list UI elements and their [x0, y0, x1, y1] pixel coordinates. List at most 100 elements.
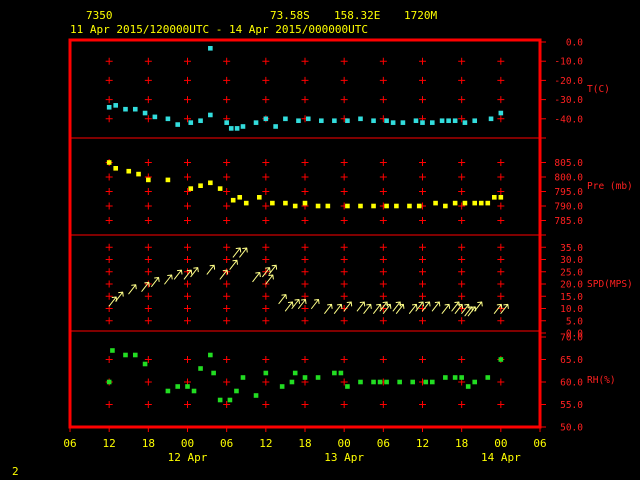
pressure-point — [452, 200, 458, 206]
grid-cross — [262, 317, 270, 325]
wind-arrow — [474, 301, 483, 312]
temperature-point — [142, 110, 148, 116]
rh-point — [452, 375, 458, 380]
rh-point — [234, 388, 239, 394]
wind-arrow — [219, 269, 229, 280]
pressure-point — [478, 200, 484, 206]
wind-arrow — [229, 259, 238, 270]
y-axis-label-rh: RH(%) — [587, 375, 616, 386]
grid-cross — [419, 268, 426, 276]
wind-arrow — [392, 301, 402, 312]
temperature-point — [371, 118, 376, 124]
grid-cross — [340, 401, 348, 408]
y-tick-label-temperature: -40.0 — [554, 114, 583, 125]
grid-cross — [144, 317, 152, 325]
grid-cross — [144, 243, 152, 251]
pressure-point — [292, 203, 298, 209]
pressure-point — [371, 203, 376, 209]
grid-cross — [262, 57, 270, 65]
grid-cross — [223, 243, 231, 251]
wind-arrow — [183, 269, 193, 280]
temperature-point — [400, 120, 406, 125]
grid-cross — [497, 256, 505, 263]
rh-point — [132, 352, 138, 358]
rh-point — [106, 379, 112, 385]
grid-cross — [184, 256, 191, 263]
grid-cross — [301, 268, 309, 276]
grid-cross — [458, 159, 466, 166]
wind-arrow — [151, 276, 160, 287]
x-tick-label: 06 — [63, 437, 76, 450]
temperature-point — [132, 106, 138, 112]
rh-point — [498, 357, 504, 362]
wind-arrow — [461, 303, 470, 314]
grid-cross — [105, 96, 113, 104]
grid-cross — [144, 159, 152, 166]
temperature-point — [152, 114, 158, 120]
grid-cross — [419, 188, 426, 195]
grid-cross — [379, 243, 387, 251]
grid-cross — [379, 57, 387, 65]
y-tick-label-wind: 30.0 — [560, 255, 583, 266]
grid-cross — [105, 57, 113, 65]
wind-arrow — [232, 247, 242, 258]
grid-cross — [497, 401, 505, 408]
pressure-point — [208, 180, 213, 186]
grid-cross — [301, 256, 309, 263]
grid-cross — [379, 217, 387, 224]
grid-cross — [379, 96, 387, 104]
x-tick-label: 18 — [455, 437, 468, 450]
x-tick-label: 18 — [298, 437, 311, 450]
grid-cross — [301, 96, 309, 104]
grid-cross — [184, 280, 191, 288]
grid-cross — [340, 76, 348, 84]
temperature-point — [345, 118, 350, 124]
pressure-point — [136, 171, 141, 177]
grid-cross — [379, 76, 387, 84]
grid-cross — [223, 401, 231, 408]
grid-cross — [144, 188, 152, 195]
rh-point — [123, 352, 128, 358]
grid-cross — [105, 292, 113, 300]
x-tick-label: 06 — [220, 437, 233, 450]
grid-cross — [419, 401, 426, 408]
wind-arrow — [239, 247, 248, 258]
rh-point — [217, 397, 223, 403]
station-longitude: 158.32E — [334, 9, 380, 22]
pressure-point — [358, 203, 363, 209]
pressure-point — [237, 195, 243, 200]
grid-cross — [301, 243, 309, 251]
grid-cross — [223, 76, 231, 84]
grid-cross — [144, 76, 152, 84]
station-latitude: 73.58S — [270, 9, 310, 22]
x-tick-label: 06 — [377, 437, 390, 450]
grid-cross — [144, 115, 152, 123]
grid-cross — [105, 115, 113, 123]
grid-cross — [262, 202, 270, 210]
wind-arrow — [141, 281, 150, 292]
temperature-point — [253, 120, 259, 125]
temperature-point — [106, 104, 112, 110]
temperature-point — [165, 116, 171, 122]
x-date-label: 12 Apr — [168, 451, 208, 464]
rh-point — [472, 379, 478, 385]
grid-cross — [144, 268, 152, 276]
x-tick-label: 06 — [533, 437, 546, 450]
grid-cross — [458, 96, 466, 104]
grid-cross — [419, 57, 426, 65]
grid-cross — [184, 356, 191, 363]
grid-cross — [379, 173, 387, 181]
grid-cross — [301, 280, 309, 288]
grid-cross — [458, 173, 466, 181]
wind-arrow — [363, 303, 372, 314]
grid-cross — [379, 268, 387, 276]
x-date-label: 13 Apr — [324, 451, 364, 464]
grid-cross — [497, 292, 505, 300]
wind-arrow — [164, 274, 173, 285]
grid-cross — [105, 317, 113, 325]
grid-cross — [144, 217, 152, 224]
rh-point — [315, 375, 321, 380]
y-tick-label-pressure: 790.0 — [554, 202, 583, 213]
temperature-point — [439, 118, 445, 124]
